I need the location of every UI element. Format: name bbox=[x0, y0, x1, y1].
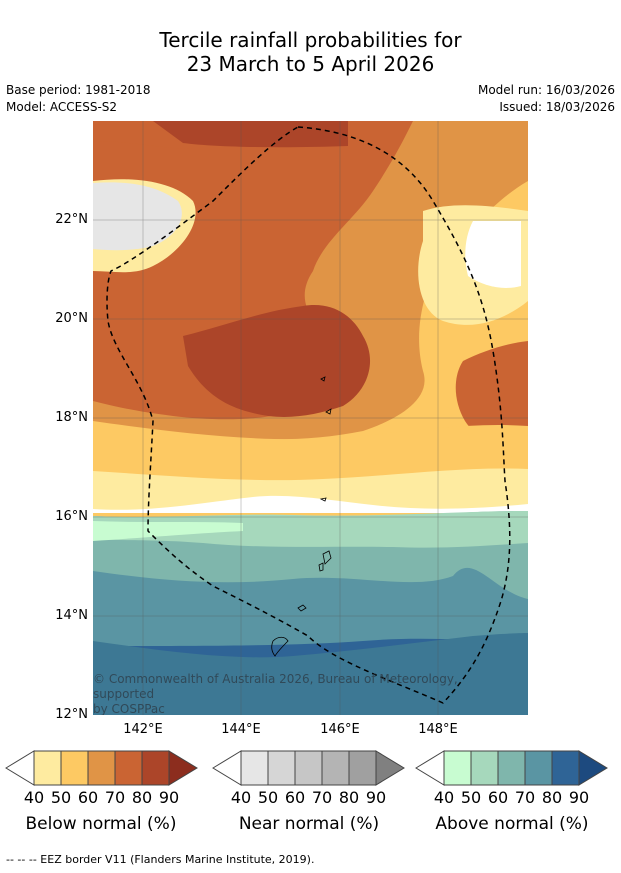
base-period-text: Base period: 1981-2018 bbox=[6, 83, 151, 97]
cbar-above-80-90 bbox=[551, 750, 580, 786]
cbar-tick: 40 bbox=[230, 788, 252, 807]
above-normal-50-region bbox=[93, 511, 528, 548]
cbar-below-70-80 bbox=[114, 750, 143, 786]
cbar-above-gt90 bbox=[578, 750, 608, 786]
cbar-tick: 60 bbox=[487, 788, 509, 807]
cbar-near-50-60 bbox=[267, 750, 296, 786]
colorbar-near-normal bbox=[212, 750, 405, 786]
cbar-near-80-90 bbox=[348, 750, 377, 786]
island-saipan bbox=[322, 550, 332, 565]
above-normal-40-region bbox=[93, 521, 243, 541]
lon-label-148e: 148°E bbox=[418, 722, 458, 737]
map-gridlines bbox=[93, 121, 528, 715]
cbar-tick: 50 bbox=[50, 788, 72, 807]
cbar-tick: 90 bbox=[158, 788, 180, 807]
cbar-above-40-50 bbox=[443, 750, 472, 786]
cbar-tick: 80 bbox=[338, 788, 360, 807]
cbar-above-lt40 bbox=[415, 750, 445, 786]
cbar-above-70-80 bbox=[524, 750, 553, 786]
cbar-below-80-90 bbox=[141, 750, 170, 786]
colorbar-near-title: Near normal (%) bbox=[238, 814, 380, 834]
below-40-blank-band bbox=[93, 495, 528, 513]
cbar-tick: 90 bbox=[568, 788, 590, 807]
colorbar-above-title: Above normal (%) bbox=[435, 814, 589, 834]
cbar-tick: 70 bbox=[311, 788, 333, 807]
lat-label-12n: 12°N bbox=[55, 707, 88, 722]
colorbar-below-normal bbox=[5, 750, 198, 786]
map-title-line1: Tercile rainfall probabilities for bbox=[159, 28, 462, 52]
cbar-near-60-70 bbox=[294, 750, 323, 786]
above-normal-80-region bbox=[93, 633, 528, 715]
below-normal-40-south bbox=[93, 468, 528, 513]
colorbar-below-title: Below normal (%) bbox=[25, 814, 177, 834]
near-normal-40-west bbox=[93, 182, 182, 251]
cbar-tick: 40 bbox=[23, 788, 45, 807]
lon-label-146e: 146°E bbox=[320, 722, 360, 737]
model-run-text: Model run: 16/03/2026 bbox=[477, 83, 615, 97]
cbar-tick: 50 bbox=[460, 788, 482, 807]
cbar-near-40-50 bbox=[240, 750, 269, 786]
copyright-line2: by COSPPac bbox=[93, 702, 165, 715]
cbar-tick: 70 bbox=[104, 788, 126, 807]
cbar-tick: 70 bbox=[514, 788, 536, 807]
cbar-below-60-70 bbox=[87, 750, 116, 786]
eez-footnote: -- -- -- EEZ border V11 (Flanders Marine… bbox=[6, 853, 315, 866]
island-agrihan bbox=[320, 376, 326, 382]
island-guam bbox=[271, 636, 289, 657]
lon-label-142e: 142°E bbox=[123, 722, 163, 737]
lon-label-144e: 144°E bbox=[221, 722, 261, 737]
cbar-below-50-60 bbox=[60, 750, 89, 786]
lat-label-20n: 20°N bbox=[55, 311, 88, 326]
cbar-tick: 60 bbox=[284, 788, 306, 807]
cbar-near-gt90 bbox=[375, 750, 405, 786]
map-canvas bbox=[93, 121, 528, 715]
lat-label-14n: 14°N bbox=[55, 608, 88, 623]
cbar-tick: 60 bbox=[77, 788, 99, 807]
cbar-tick: 80 bbox=[541, 788, 563, 807]
cbar-tick: 50 bbox=[257, 788, 279, 807]
lat-label-22n: 22°N bbox=[55, 212, 88, 227]
copyright-line1: © Commonwealth of Australia 2026, Bureau… bbox=[93, 672, 458, 701]
islands bbox=[271, 376, 332, 657]
below-normal-80-central bbox=[183, 305, 371, 417]
cbar-tick: 40 bbox=[433, 788, 455, 807]
issued-text: Issued: 18/03/2026 bbox=[499, 100, 615, 114]
cbar-above-50-60 bbox=[470, 750, 499, 786]
map-title-line2: 23 March to 5 April 2026 bbox=[186, 52, 435, 76]
cbar-near-lt40 bbox=[212, 750, 242, 786]
island-rota bbox=[297, 604, 307, 612]
colorbar-above-normal bbox=[415, 750, 608, 786]
cbar-near-70-80 bbox=[321, 750, 350, 786]
cbar-below-lt40 bbox=[5, 750, 35, 786]
cbar-tick: 80 bbox=[131, 788, 153, 807]
island-anatahan bbox=[319, 497, 327, 502]
below-40-east-blank bbox=[465, 221, 521, 288]
island-pagan bbox=[325, 408, 332, 415]
below-normal-70-east bbox=[455, 341, 528, 451]
probability-map: © Commonwealth of Australia 2026, Bureau… bbox=[93, 121, 528, 715]
cbar-above-60-70 bbox=[497, 750, 526, 786]
lat-label-18n: 18°N bbox=[55, 410, 88, 425]
cbar-tick: 90 bbox=[365, 788, 387, 807]
model-text: Model: ACCESS-S2 bbox=[6, 100, 118, 114]
copyright-text: © Commonwealth of Australia 2026, Bureau… bbox=[93, 672, 513, 715]
lat-label-16n: 16°N bbox=[55, 509, 88, 524]
cbar-below-gt90 bbox=[168, 750, 198, 786]
island-tinian bbox=[318, 562, 324, 572]
cbar-below-40-50 bbox=[33, 750, 62, 786]
